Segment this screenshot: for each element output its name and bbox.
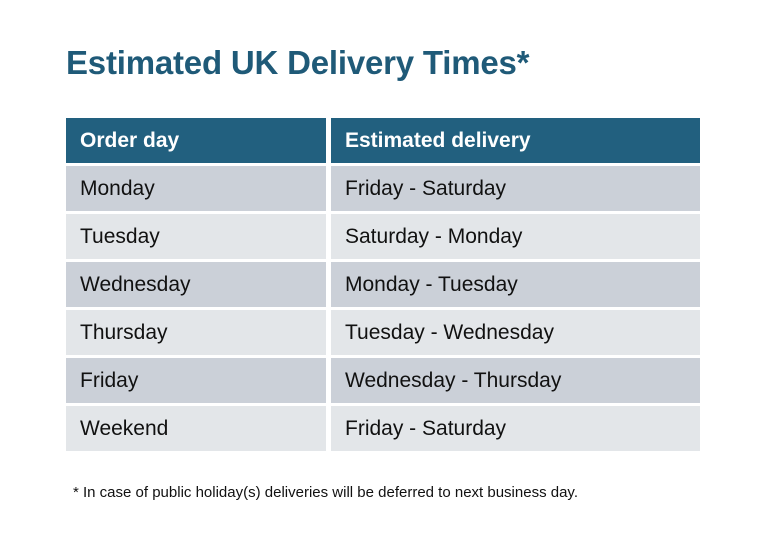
table-header-row: Order day Estimated delivery <box>66 118 700 163</box>
table-row: Monday Friday - Saturday <box>66 166 700 211</box>
cell-estimated-delivery: Tuesday - Wednesday <box>331 310 700 355</box>
delivery-times-table: Order day Estimated delivery Monday Frid… <box>66 118 700 451</box>
cell-estimated-delivery: Monday - Tuesday <box>331 262 700 307</box>
cell-estimated-delivery: Friday - Saturday <box>331 166 700 211</box>
cell-order-day: Wednesday <box>66 262 326 307</box>
table-row: Thursday Tuesday - Wednesday <box>66 310 700 355</box>
table-row: Wednesday Monday - Tuesday <box>66 262 700 307</box>
table-row: Weekend Friday - Saturday <box>66 406 700 451</box>
cell-estimated-delivery: Friday - Saturday <box>331 406 700 451</box>
table-row: Friday Wednesday - Thursday <box>66 358 700 403</box>
cell-order-day: Thursday <box>66 310 326 355</box>
page-title: Estimated UK Delivery Times* <box>66 44 530 81</box>
column-header-estimated-delivery: Estimated delivery <box>331 118 700 163</box>
cell-estimated-delivery: Wednesday - Thursday <box>331 358 700 403</box>
table-row: Tuesday Saturday - Monday <box>66 214 700 259</box>
column-header-order-day: Order day <box>66 118 326 163</box>
footnote: * In case of public holiday(s) deliverie… <box>73 484 578 501</box>
cell-order-day: Weekend <box>66 406 326 451</box>
cell-order-day: Monday <box>66 166 326 211</box>
cell-order-day: Friday <box>66 358 326 403</box>
cell-order-day: Tuesday <box>66 214 326 259</box>
cell-estimated-delivery: Saturday - Monday <box>331 214 700 259</box>
